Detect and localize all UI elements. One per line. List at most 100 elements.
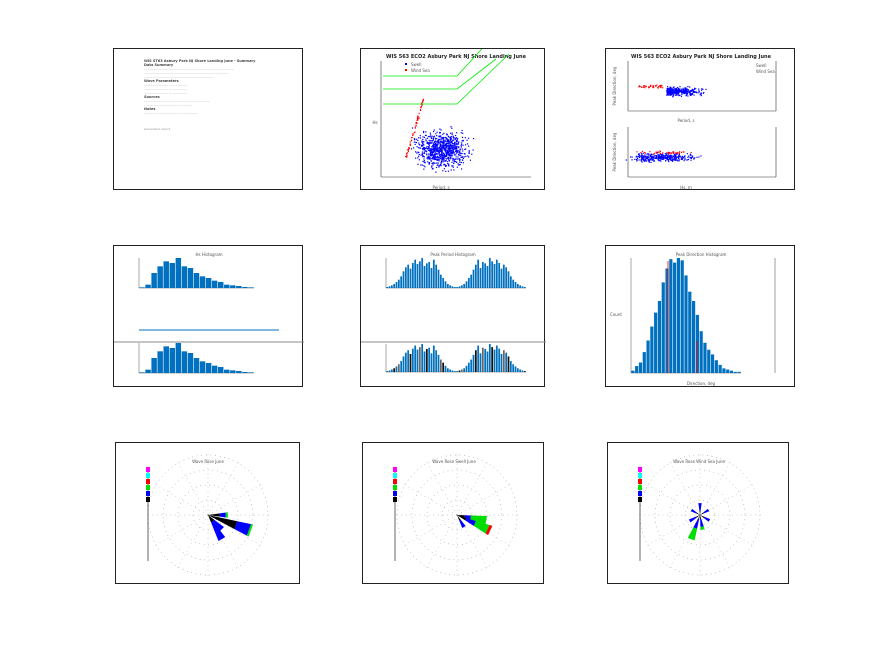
- legend-swatch: [393, 497, 397, 502]
- scatter-point-swell: [455, 152, 457, 154]
- scatter-point-swell: [442, 138, 444, 140]
- scatter-point-swell: [671, 90, 673, 92]
- scatter-point-swell: [429, 152, 432, 154]
- scatter-point-swell: [456, 139, 458, 142]
- scatter-point-swell: [436, 138, 438, 140]
- scatter-point-swell: [681, 91, 683, 93]
- scatter-point-swell: [646, 156, 649, 158]
- period-bar: [456, 371, 459, 372]
- scatter-point-swell: [444, 148, 446, 150]
- direction-bar: [714, 360, 718, 373]
- scatter-direction-thumbnail[interactable]: WIS 563 ECO2 Asbury Park NJ Shore Landin…: [605, 48, 795, 190]
- scatter-point-swell: [666, 158, 669, 160]
- summary-page-thumbnail[interactable]: WIS ST63 Asbury Park NJ Shore Landing Ju…: [113, 48, 303, 190]
- scatter-point-swell: [458, 154, 460, 156]
- scatter-point-swell: [454, 160, 456, 163]
- rose-spoke: [176, 514, 209, 569]
- period-bar: [498, 348, 501, 372]
- scatter-point-swell: [419, 137, 422, 139]
- scatter-point-swell: [659, 153, 661, 156]
- scatter-point-swell: [435, 166, 438, 169]
- period-histogram-chart: Peak Period Histogram: [361, 252, 546, 373]
- scatter-point-swell: [674, 92, 676, 94]
- scatter-point-swell: [449, 152, 452, 154]
- scatter-point-swell: [649, 155, 652, 158]
- text-lines: ———————— —————— ———————— —————— ———————— —…: [144, 83, 187, 95]
- scatter-point-swell: [693, 88, 695, 91]
- scatter-point-swell: [416, 146, 418, 148]
- scatter-point-swell: [436, 159, 438, 161]
- scatter-point-swell: [443, 132, 445, 134]
- scatter-point-swell: [418, 159, 420, 161]
- scatter-point-swell: [437, 157, 440, 159]
- scatter-point-swell: [434, 156, 436, 159]
- scatter-point-swell: [679, 91, 681, 93]
- scatter-point-swell: [638, 159, 640, 161]
- hs-bar: [181, 351, 188, 373]
- wave-rose-thumbnail[interactable]: Wave Rose June: [115, 442, 300, 584]
- scatter-point-swell: [468, 156, 470, 158]
- period-bar: [400, 361, 403, 372]
- scatter-point-swell: [656, 156, 658, 158]
- scatter-point-swell: [421, 151, 424, 153]
- direction-bar: [703, 342, 707, 373]
- scatter-point-swell: [665, 160, 667, 162]
- scatter-hs-period-thumbnail[interactable]: WIS 563 ECO2 Asbury Park NJ Shore Landin…: [360, 48, 545, 190]
- scatter-point-swell: [695, 91, 698, 93]
- scatter-point-swell: [430, 160, 432, 162]
- scatter-point-swell: [450, 136, 453, 138]
- scatter-point-swell: [469, 159, 472, 161]
- wave-rose-swell-thumbnail[interactable]: Wave Rose Swell June: [362, 442, 544, 584]
- legend-swatch: [638, 467, 642, 472]
- direction-bar: [650, 326, 654, 373]
- scatter-point-swell: [451, 157, 453, 159]
- scatter-point-swell: [437, 140, 439, 142]
- period-bar: [479, 268, 482, 288]
- period-histogram-thumbnail[interactable]: Peak Period Histogram: [360, 245, 546, 387]
- scatter-point-swell: [428, 139, 430, 141]
- scatter-point-windsea: [655, 151, 657, 153]
- scatter-point-swell: [423, 155, 425, 157]
- scatter-point-swell: [455, 156, 457, 158]
- scatter-point-swell: [679, 94, 681, 97]
- scatter-point-swell: [433, 146, 436, 148]
- scatter-point-swell: [439, 142, 441, 144]
- scatter-point-swell: [423, 146, 425, 149]
- scatter-point-swell: [685, 89, 687, 91]
- scatter-point-swell: [442, 144, 444, 147]
- chart-title: WIS 563 ECO2 Asbury Park NJ Shore Landin…: [386, 54, 527, 60]
- direction-bar: [673, 262, 677, 373]
- scatter-point-swell: [681, 88, 683, 90]
- scatter-point-swell: [458, 141, 460, 143]
- scatter-point-swell: [687, 85, 689, 88]
- wave-rose-windsea-thumbnail[interactable]: Wave Rose Wind Sea June: [607, 442, 789, 584]
- scatter-point-swell: [648, 157, 650, 159]
- scatter-point-swell: [643, 156, 645, 159]
- scatter-point-swell: [447, 156, 450, 159]
- scatter-point-swell: [686, 88, 688, 90]
- scatter-point-swell: [684, 91, 686, 94]
- scatter-point-swell: [430, 153, 432, 156]
- scatter-point-swell: [680, 95, 683, 97]
- scatter-point-swell: [664, 155, 666, 157]
- scatter-point-swell: [452, 158, 454, 160]
- rose-sector: [700, 518, 704, 527]
- scatter-point-swell: [689, 90, 691, 93]
- scatter-point-swell: [671, 92, 673, 95]
- scatter-point-swell: [445, 152, 448, 154]
- period-bar: [449, 369, 452, 372]
- scatter-point-swell: [423, 147, 425, 150]
- period-bar: [458, 286, 461, 288]
- rose-spoke: [699, 514, 732, 569]
- legend-swell: Swell: [411, 62, 422, 67]
- period-bar: [437, 269, 440, 288]
- hs-histogram-thumbnail[interactable]: Hs Histogram: [113, 245, 304, 387]
- period-bar: [430, 268, 433, 288]
- rose-sector: [470, 515, 487, 525]
- scatter-point-swell: [670, 86, 672, 89]
- direction-histogram-thumbnail[interactable]: Peak Direction Histogram Direction, deg …: [605, 245, 795, 387]
- scatter-point-swell: [432, 156, 434, 158]
- scatter-point-windsea: [409, 144, 411, 146]
- scatter-point-swell: [427, 155, 429, 157]
- period-bar: [393, 368, 396, 372]
